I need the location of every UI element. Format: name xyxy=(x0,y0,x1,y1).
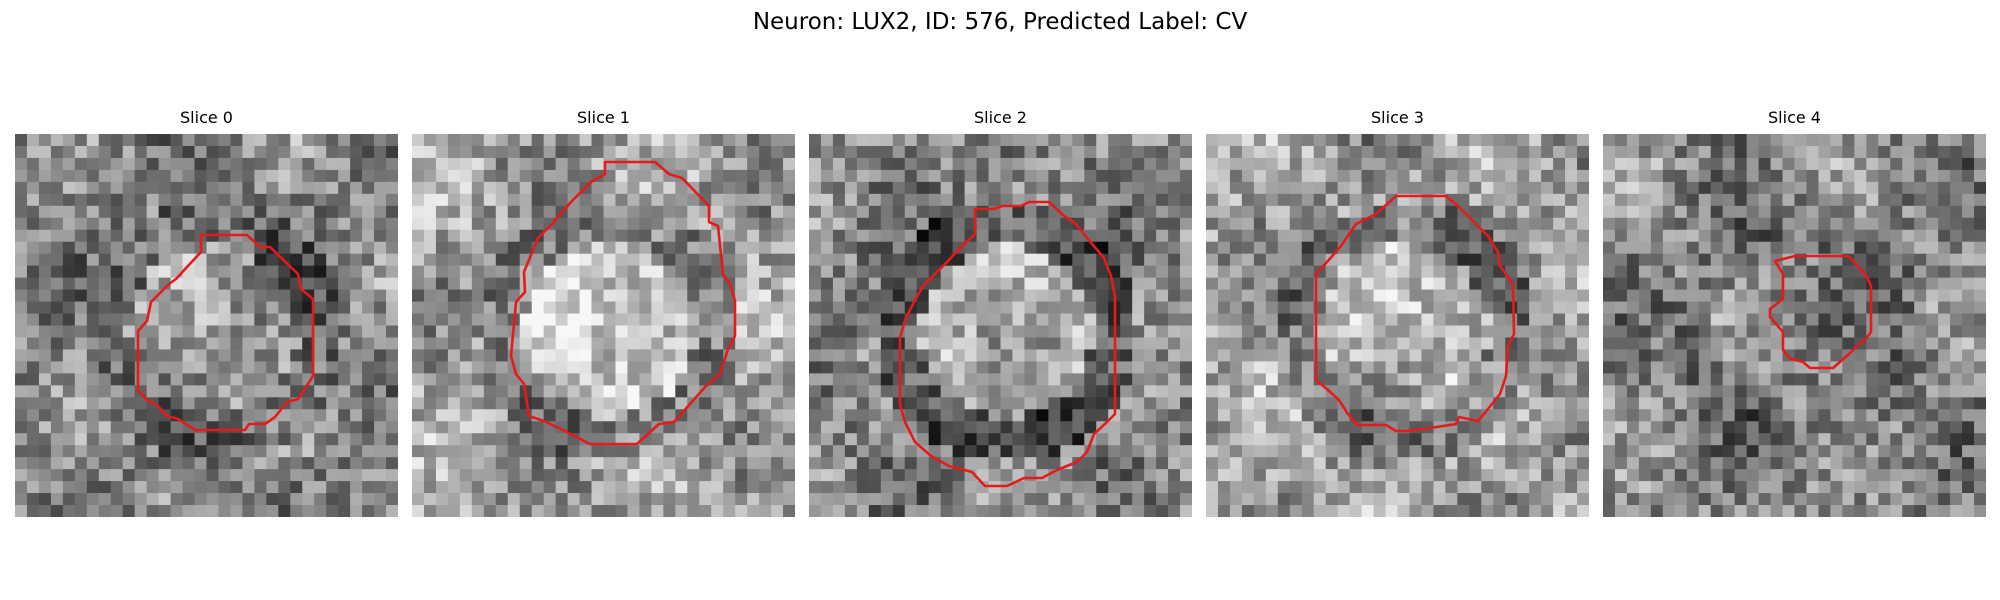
slice-title: Slice 3 xyxy=(1371,108,1424,127)
segmentation-contour xyxy=(898,200,1117,488)
slice-title: Slice 2 xyxy=(974,108,1027,127)
slice-panel-4: Slice 4 xyxy=(1603,108,1986,520)
slice-panel-3: Slice 3 xyxy=(1206,108,1589,520)
segmentation-contour xyxy=(509,160,737,446)
slice-image xyxy=(412,134,795,517)
slice-image xyxy=(809,134,1192,517)
slice-panel-0: Slice 0 xyxy=(15,108,398,520)
slice-title: Slice 4 xyxy=(1768,108,1821,127)
segmentation-contour xyxy=(136,233,315,432)
slice-panel-2: Slice 2 xyxy=(809,108,1192,520)
figure-title: Neuron: LUX2, ID: 576, Predicted Label: … xyxy=(752,9,1248,35)
slice-title: Slice 0 xyxy=(180,108,233,127)
slice-image xyxy=(15,134,398,517)
slice-title: Slice 1 xyxy=(577,108,630,127)
slice-panel-1: Slice 1 xyxy=(412,108,795,520)
slice-image xyxy=(1603,134,1986,517)
segmentation-contour xyxy=(1314,194,1516,433)
segmentation-contour xyxy=(1768,254,1873,370)
slice-image xyxy=(1206,134,1589,517)
